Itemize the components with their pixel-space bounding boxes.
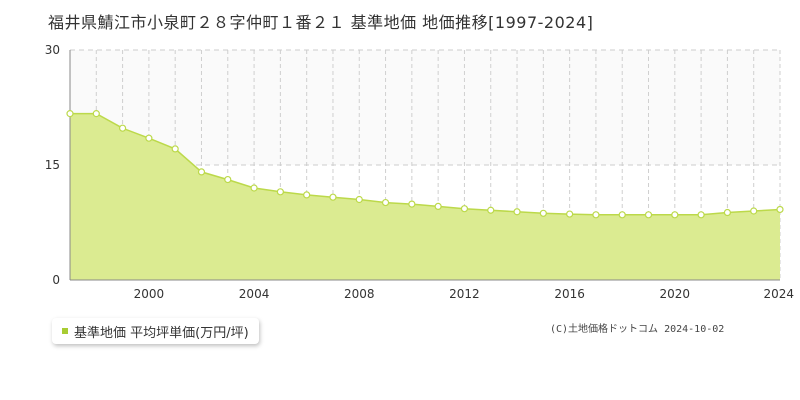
plot-band [70, 50, 780, 165]
data-point [224, 175, 232, 184]
data-point [618, 211, 626, 219]
data-point [355, 195, 363, 204]
x-tick-label: 2024 [763, 287, 794, 301]
x-tick-label: 2004 [239, 287, 270, 301]
series-line [70, 112, 781, 216]
data-point [566, 210, 574, 218]
data-point [197, 168, 206, 176]
data-point [303, 191, 311, 199]
x-tick-label: 2016 [554, 287, 585, 301]
data-point [66, 110, 74, 118]
data-point [697, 211, 705, 219]
data-point [487, 206, 495, 214]
data-point [539, 209, 547, 217]
data-point [671, 211, 679, 219]
legend-label: 基準地価 平均坪単価(万円/坪) [74, 325, 249, 341]
data-point [408, 200, 416, 208]
series-area [70, 113, 780, 280]
data-point [92, 110, 100, 118]
data-point [750, 207, 758, 215]
y-tick-label: 0 [52, 273, 60, 287]
data-point [460, 205, 469, 213]
x-tick-label: 2008 [344, 287, 375, 301]
data-point [250, 184, 258, 192]
data-point [329, 193, 337, 201]
data-point [723, 208, 732, 217]
data-point [644, 211, 653, 219]
data-point [276, 188, 284, 196]
data-point [513, 208, 521, 216]
data-point [381, 198, 390, 207]
data-point [592, 211, 600, 219]
copyright-text: (C)土地価格ドットコム 2024-10-02 [550, 324, 725, 335]
chart-title: 福井県鯖江市小泉町２８字仲町１番２１ 基準地価 地価推移[1997-2024] [48, 13, 594, 32]
x-tick-label: 2020 [660, 287, 691, 301]
y-tick-label: 15 [45, 158, 60, 172]
legend: 基準地価 平均坪単価(万円/坪) [52, 318, 259, 344]
legend-swatch [62, 328, 68, 334]
data-point [145, 134, 153, 142]
data-point [171, 145, 179, 153]
data-point [118, 124, 127, 132]
x-tick-label: 2012 [449, 287, 480, 301]
data-point [776, 205, 784, 214]
y-tick-label: 30 [45, 43, 60, 57]
data-point [434, 202, 442, 210]
x-tick-label: 2000 [134, 287, 165, 301]
